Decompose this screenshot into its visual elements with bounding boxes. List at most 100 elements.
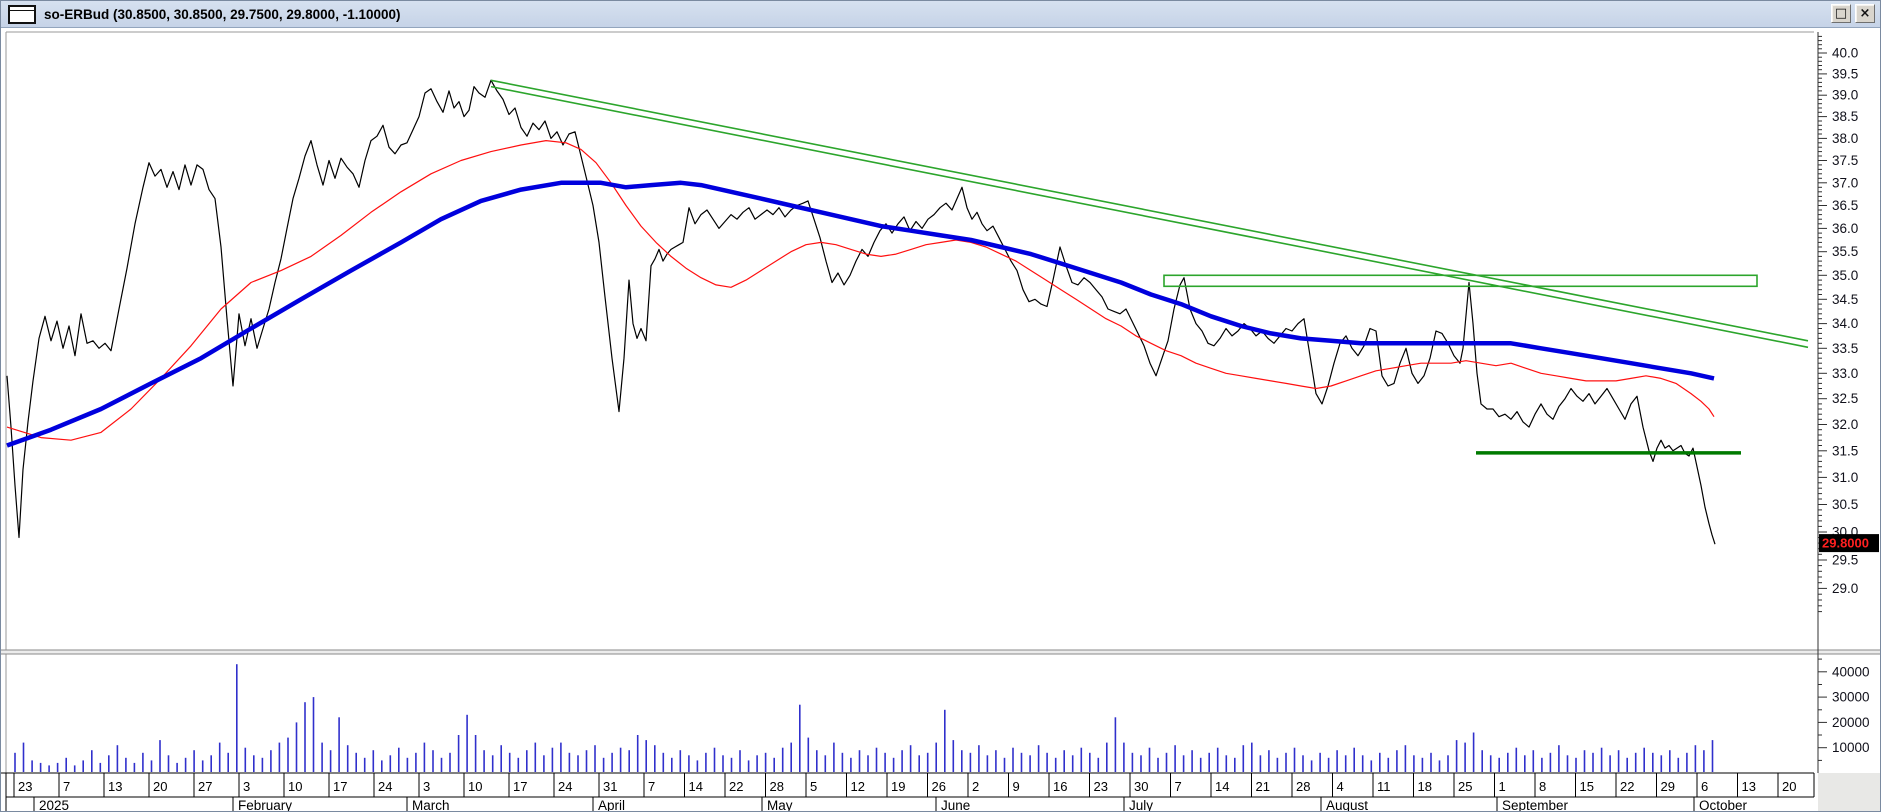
svg-text:May: May (767, 798, 793, 812)
svg-text:39.0: 39.0 (1832, 88, 1858, 103)
svg-text:39.5: 39.5 (1832, 66, 1858, 81)
maximize-button[interactable]: □ (1831, 4, 1851, 23)
svg-text:6: 6 (1701, 779, 1708, 794)
svg-text:33.5: 33.5 (1832, 341, 1858, 356)
svg-text:10: 10 (468, 779, 482, 794)
svg-text:22: 22 (1620, 779, 1634, 794)
svg-text:35.0: 35.0 (1832, 268, 1858, 283)
svg-text:1: 1 (1499, 779, 1506, 794)
svg-text:19: 19 (891, 779, 905, 794)
date-axis-days: 23 7 13 20 27 3 10 17 24 3 10 17 24 31 7 14 22 28 5 12 19 26 2… (1, 772, 1815, 811)
svg-text:24: 24 (558, 779, 572, 794)
title-bar[interactable]: so-ERBud (30.8500, 30.8500, 29.7500, 29.… (1, 1, 1880, 28)
svg-text:28: 28 (770, 779, 784, 794)
svg-text:35.5: 35.5 (1832, 244, 1858, 259)
trendline-annotations[interactable] (490, 79, 1809, 349)
slow-moving-average-line (6, 180, 1715, 448)
volume-bars (14, 664, 1714, 772)
svg-text:22: 22 (729, 779, 743, 794)
date-axis-months: 2025 February March April May June July August S… (33, 797, 1748, 812)
svg-text:21: 21 (1256, 779, 1270, 794)
svg-text:10000: 10000 (1832, 740, 1870, 755)
svg-text:31.0: 31.0 (1832, 470, 1858, 485)
svg-text:20: 20 (153, 779, 167, 794)
svg-text:17: 17 (333, 779, 347, 794)
svg-text:34.0: 34.0 (1832, 316, 1858, 331)
svg-text:11: 11 (1377, 779, 1391, 794)
svg-text:24: 24 (378, 779, 392, 794)
svg-text:33.0: 33.0 (1832, 366, 1858, 381)
resistance-trendline-lower (490, 85, 1809, 349)
chart-background (1, 28, 1880, 811)
svg-text:17: 17 (513, 779, 527, 794)
svg-text:7: 7 (1175, 779, 1182, 794)
svg-text:4: 4 (1337, 779, 1344, 794)
svg-text:September: September (1502, 798, 1569, 812)
pane-divider[interactable] (1, 649, 1881, 655)
svg-text:18: 18 (1418, 779, 1432, 794)
svg-text:26: 26 (932, 779, 946, 794)
price-axis: 29.029.530.030.531.031.532.032.533.033.5… (1817, 32, 1858, 773)
svg-text:27: 27 (198, 779, 212, 794)
svg-text:32.5: 32.5 (1832, 391, 1858, 406)
svg-text:October: October (1699, 798, 1748, 812)
window-title: so-ERBud (30.8500, 30.8500, 29.7500, 29.… (44, 6, 401, 22)
svg-text:2: 2 (972, 779, 979, 794)
svg-text:40000: 40000 (1832, 664, 1870, 679)
svg-text:June: June (941, 798, 970, 812)
svg-text:7: 7 (63, 779, 70, 794)
window-menu-icon[interactable] (8, 4, 36, 24)
svg-text:36.0: 36.0 (1832, 221, 1858, 236)
svg-text:25: 25 (1458, 779, 1472, 794)
svg-text:3: 3 (423, 779, 430, 794)
svg-text:14: 14 (1215, 779, 1229, 794)
svg-text:April: April (598, 798, 625, 812)
svg-text:9: 9 (1013, 779, 1020, 794)
resistance-trendline-upper (490, 79, 1809, 342)
svg-text:38.0: 38.0 (1832, 131, 1858, 146)
svg-text:28: 28 (1296, 779, 1310, 794)
svg-text:30.5: 30.5 (1832, 497, 1858, 512)
close-price-line (6, 79, 1716, 545)
svg-text:2025: 2025 (39, 798, 69, 812)
svg-text:10: 10 (288, 779, 302, 794)
svg-text:August: August (1326, 798, 1368, 812)
svg-text:5: 5 (810, 779, 817, 794)
svg-text:36.5: 36.5 (1832, 198, 1858, 213)
chart-canvas[interactable]: 29.029.530.030.531.031.532.032.533.033.5… (1, 28, 1881, 812)
svg-text:29.0: 29.0 (1832, 581, 1858, 596)
svg-text:38.5: 38.5 (1832, 109, 1858, 124)
svg-text:15: 15 (1580, 779, 1594, 794)
svg-text:31: 31 (603, 779, 617, 794)
svg-text:23: 23 (18, 779, 32, 794)
svg-text:July: July (1129, 798, 1153, 812)
svg-text:February: February (238, 798, 292, 812)
svg-text:16: 16 (1053, 779, 1067, 794)
svg-text:8: 8 (1539, 779, 1546, 794)
svg-text:30: 30 (1134, 779, 1148, 794)
svg-text:32.0: 32.0 (1832, 417, 1858, 432)
svg-text:12: 12 (851, 779, 865, 794)
svg-text:40.0: 40.0 (1832, 46, 1858, 61)
svg-text:34.5: 34.5 (1832, 292, 1858, 307)
svg-text:23: 23 (1094, 779, 1108, 794)
window-controls: □ × (1831, 4, 1875, 23)
svg-text:30000: 30000 (1832, 690, 1870, 705)
svg-text:37.0: 37.0 (1832, 175, 1858, 190)
volume-axis: 10000 20000 30000 40000 (1818, 658, 1870, 761)
svg-text:29.8000: 29.8000 (1822, 536, 1869, 551)
svg-text:29.5: 29.5 (1832, 553, 1858, 568)
svg-text:3: 3 (243, 779, 250, 794)
close-button[interactable]: × (1855, 4, 1875, 23)
svg-text:14: 14 (689, 779, 703, 794)
svg-text:13: 13 (108, 779, 122, 794)
svg-text:20000: 20000 (1832, 715, 1870, 730)
last-price-tag: 29.8000 (1819, 534, 1879, 553)
svg-text:37.5: 37.5 (1832, 153, 1858, 168)
svg-text:March: March (412, 798, 450, 812)
corner-filler (1818, 773, 1880, 811)
svg-text:29: 29 (1661, 779, 1675, 794)
svg-text:13: 13 (1742, 779, 1756, 794)
resistance-zone-rectangle (1163, 274, 1758, 288)
